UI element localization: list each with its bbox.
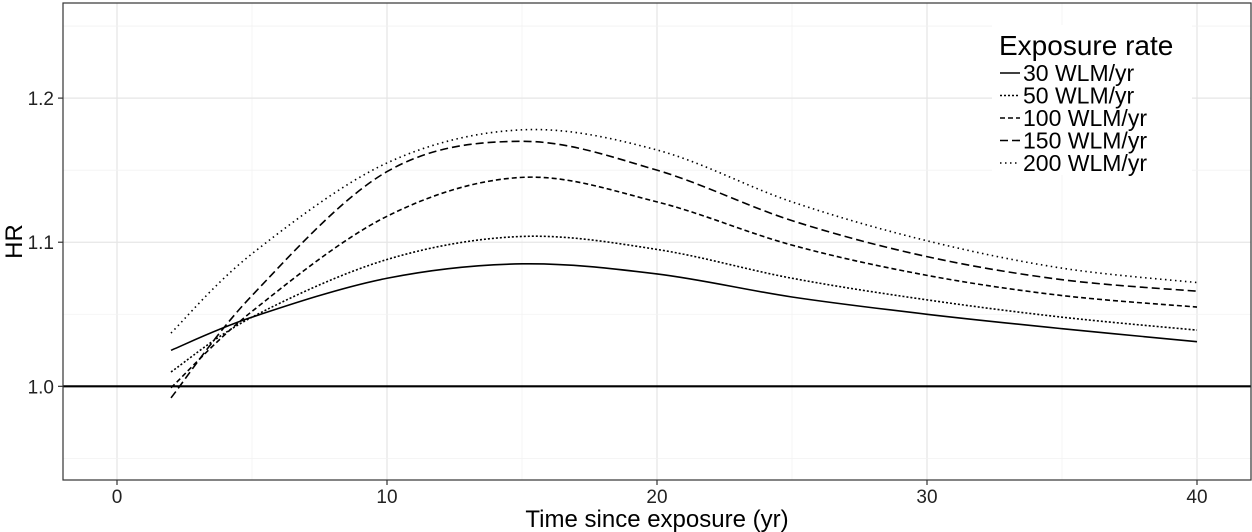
- legend-label-5: 200 WLM/yr: [1023, 150, 1147, 176]
- series-line-3: [170, 176, 1198, 389]
- y-tick-label: 1.1: [28, 233, 54, 254]
- legend-background: [992, 25, 1192, 175]
- y-axis-title: HR: [1, 224, 28, 259]
- y-tick-label: 1.0: [28, 377, 54, 398]
- legend-label-4: 150 WLM/yr: [1023, 128, 1147, 154]
- series-line-1: [170, 262, 1198, 352]
- legend-label-2: 50 WLM/yr: [1023, 83, 1135, 109]
- x-tick-label: 10: [376, 487, 397, 508]
- x-tick-label: 0: [112, 487, 123, 508]
- y-axis-ticks: 1.0 1.1 1.2: [28, 89, 63, 398]
- y-tick-label: 1.2: [28, 89, 54, 110]
- x-axis-title: Time since exposure (yr): [525, 506, 788, 532]
- series-line-2: [170, 235, 1198, 373]
- series-lines: [170, 128, 1198, 399]
- legend-label-3: 100 WLM/yr: [1023, 105, 1147, 131]
- x-tick-label: 40: [1186, 487, 1207, 508]
- x-tick-label: 20: [646, 487, 667, 508]
- x-tick-label: 30: [916, 487, 937, 508]
- series-line-4: [170, 140, 1198, 399]
- legend-label-1: 30 WLM/yr: [1023, 60, 1135, 86]
- x-axis-ticks: 0 10 20 30 40: [112, 480, 1208, 508]
- legend-title: Exposure rate: [999, 30, 1173, 61]
